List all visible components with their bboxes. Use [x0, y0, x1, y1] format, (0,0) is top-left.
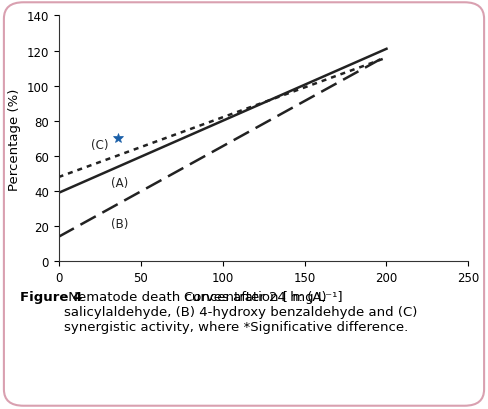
Text: (B): (B): [111, 217, 128, 230]
Text: (C): (C): [91, 138, 109, 151]
X-axis label: Concentration [ mg L⁻¹]: Concentration [ mg L⁻¹]: [184, 290, 343, 303]
Y-axis label: Percentage (%): Percentage (%): [8, 88, 21, 190]
Text: Nematode death curves after 24 h: (A)
salicylaldehyde, (B) 4-hydroxy benzaldehyd: Nematode death curves after 24 h: (A) sa…: [64, 290, 418, 333]
Text: (A): (A): [111, 177, 128, 190]
Text: Figure 4: Figure 4: [20, 290, 82, 303]
